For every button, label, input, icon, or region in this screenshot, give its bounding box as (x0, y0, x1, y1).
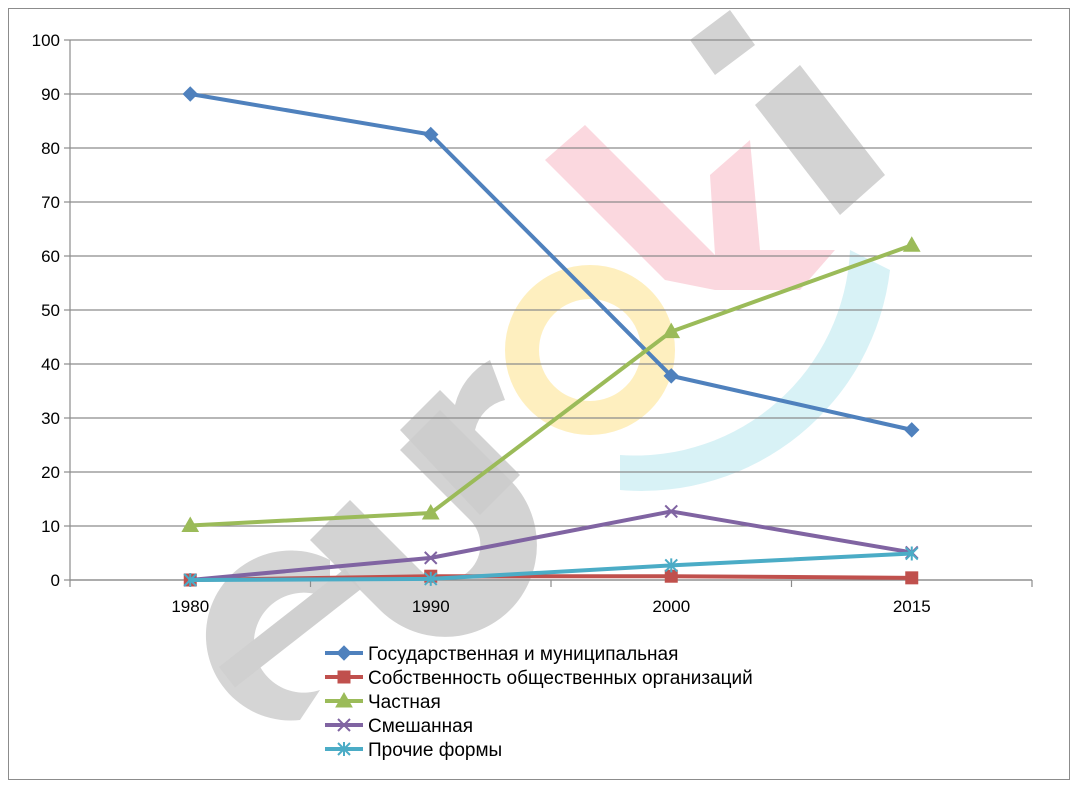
series-line-5 (188, 551, 914, 582)
watermark-logo (205, 10, 890, 721)
y-axis-tick-labels: 0 10 20 30 40 50 60 70 80 90 100 (32, 31, 60, 590)
y-tick-label-70: 70 (41, 193, 60, 212)
data-point-3-1980 (181, 516, 200, 532)
data-point-1-1980 (182, 86, 198, 102)
data-point-5-1990 (424, 571, 438, 586)
data-point-1-2015 (904, 422, 920, 438)
y-tick-label-30: 30 (41, 409, 60, 428)
legend-label-2: Собственность общественных организаций (368, 668, 753, 689)
data-point-3-2000 (662, 322, 681, 339)
legend-label-4: Смешанная (368, 716, 473, 737)
y-tick-label-10: 10 (41, 517, 60, 536)
y-tick-label-0: 0 (51, 571, 60, 590)
legend-marker-1 (336, 645, 352, 661)
series-3 (181, 236, 921, 532)
data-point-5-1980 (183, 573, 197, 587)
y-tick-label-50: 50 (41, 301, 60, 320)
series-line-4 (188, 509, 914, 582)
series-layer (181, 86, 921, 587)
y-tick-label-90: 90 (41, 85, 60, 104)
series-line-3 (188, 243, 914, 528)
legend-marker-5 (337, 742, 351, 756)
x-tick-label-1980: 1980 (171, 597, 209, 616)
data-point-3-1990 (421, 504, 440, 520)
x-tick-label-1990: 1990 (412, 597, 450, 616)
y-tick-label-80: 80 (41, 139, 60, 158)
legend-item-4: Смешанная (325, 716, 473, 737)
y-tick-label-60: 60 (41, 247, 60, 266)
data-point-1-2000 (663, 368, 679, 384)
legend-item-3: Частная (325, 691, 441, 713)
legend-item-5: Прочие формы (325, 740, 502, 761)
series-line-1 (188, 92, 914, 432)
legend-item-2: Собственность общественных организаций (325, 668, 753, 689)
legend-marker-4 (337, 718, 351, 732)
data-point-2-2015 (905, 571, 919, 585)
legend-label-3: Частная (368, 692, 441, 713)
legend-label-5: Прочие формы (368, 740, 502, 761)
data-point-5-2015 (905, 546, 919, 561)
y-tick-label-40: 40 (41, 355, 60, 374)
y-tick-label-20: 20 (41, 463, 60, 482)
data-point-3-2015 (902, 236, 921, 252)
data-point-1-1990 (423, 126, 439, 143)
series-5 (183, 546, 919, 587)
legend-marker-2 (337, 670, 351, 684)
data-point-4-2000 (664, 504, 678, 519)
data-point-5-2000 (664, 558, 678, 573)
gridlines (70, 39, 1032, 581)
x-tick-label-2000: 2000 (652, 597, 690, 616)
x-tick-label-2015: 2015 (893, 597, 931, 616)
legend-item-1: Государственная и муниципальная (325, 644, 678, 665)
legend-marker-3 (335, 691, 353, 708)
data-point-4-1990 (424, 551, 438, 565)
legend-label-1: Государственная и муниципальная (368, 644, 678, 665)
y-tick-label-100: 100 (32, 31, 60, 50)
legend: Государственная и муниципальная Собственн… (325, 644, 753, 761)
x-axis-tick-labels: 1980 1990 2000 2015 (171, 597, 930, 616)
series-1 (182, 86, 920, 438)
